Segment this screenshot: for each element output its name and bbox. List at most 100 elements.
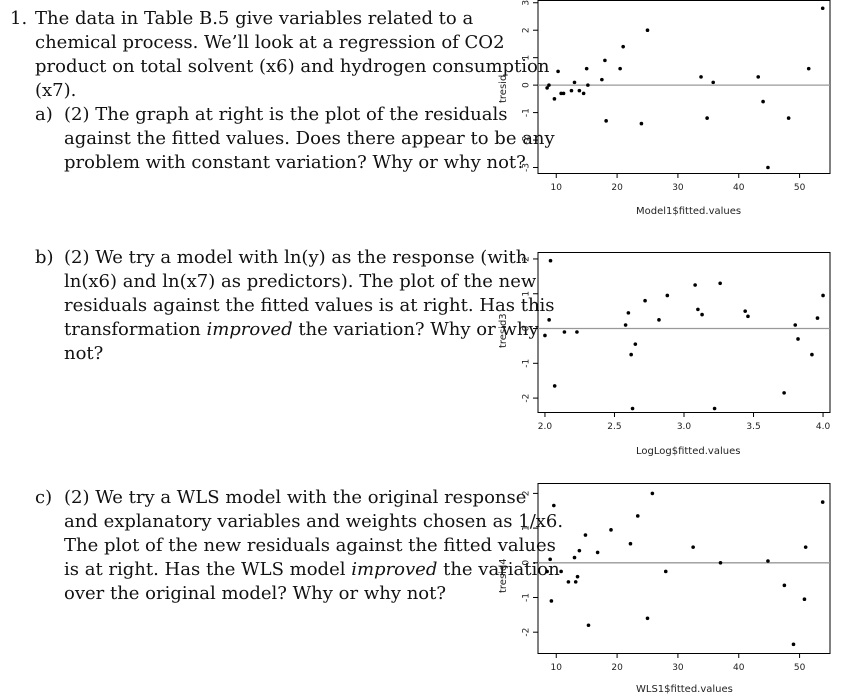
intro-line-4: (x7).: [35, 80, 77, 101]
data-point: [663, 569, 668, 574]
part-a-line-3: problem with constant variation? Why or …: [64, 152, 526, 173]
y-tick-label: 1: [522, 525, 532, 531]
data-point: [791, 642, 796, 647]
part-b-line-5: not?: [64, 343, 104, 364]
x-tick-label: 40: [733, 663, 745, 673]
data-point: [782, 391, 786, 395]
data-point: [552, 503, 556, 508]
data-point: [786, 116, 791, 120]
part-c-line-4-start: is at right. Has the WLS model: [64, 559, 352, 580]
part-b-line-4-start: transformation: [64, 319, 207, 340]
data-point: [595, 550, 600, 555]
part-c-line-1: (2) We try a WLS model with the original…: [64, 487, 527, 508]
data-point: [609, 528, 613, 532]
data-point: [547, 83, 551, 87]
intro-line-3: product on total solvent (x6) and hydrog…: [35, 56, 550, 77]
y-tick-label: -1: [522, 108, 532, 117]
data-point: [815, 316, 820, 320]
data-point: [696, 307, 700, 312]
part-c-line-2: and explanatory variables and weights ch…: [64, 511, 564, 532]
residual-plot-1-svg: -3 -2 -1 0 1 2 3 10 20 30 40 50: [522, 0, 831, 193]
x-tick-label: 3.5: [746, 422, 760, 432]
part-a-label: a): [35, 104, 53, 125]
part-c-line-4: is at right. Has the WLS model improved …: [64, 558, 560, 582]
data-point: [712, 406, 717, 411]
data-point: [665, 293, 670, 298]
x-tick-label: 20: [611, 183, 623, 193]
x-tick-label: 50: [794, 663, 806, 673]
data-point: [691, 545, 695, 549]
x-tick-label: 2.5: [607, 422, 621, 432]
data-point: [650, 491, 655, 496]
x-tick-label: 40: [733, 183, 745, 193]
y-tick-label: 1: [522, 291, 532, 297]
data-point: [552, 97, 557, 101]
data-point: [718, 281, 722, 286]
plot-1-xlabel: Model1$fitted.values: [636, 206, 742, 217]
part-b-line-3: residuals against the fitted values is a…: [64, 295, 555, 316]
data-point: [645, 616, 650, 621]
residual-plot-2-svg: -2 -1 0 1 2 2.0 2.5 3.0 3.5 4.0: [522, 252, 831, 432]
data-point: [633, 342, 638, 346]
data-point: [547, 318, 551, 322]
data-point: [561, 91, 566, 96]
data-point: [623, 323, 628, 327]
x-tick-label: 10: [551, 663, 563, 673]
part-b-line-4: transformation improved the variation? W…: [64, 318, 539, 342]
part-c-line-5: over the original model? Why or why not?: [64, 583, 447, 604]
data-point: [643, 298, 647, 303]
y-tick-label: 3: [522, 0, 532, 6]
part-c-label: c): [35, 487, 53, 508]
data-point: [796, 337, 800, 341]
data-point: [705, 116, 709, 120]
y-tick-label: -1: [522, 593, 532, 602]
x-tick-label: 3.0: [677, 422, 692, 432]
data-point: [635, 514, 640, 518]
part-c-line-3: The plot of the new residuals against th…: [64, 535, 556, 556]
data-point: [583, 533, 588, 537]
data-point: [572, 555, 577, 560]
part-c-emphasis: improved: [351, 559, 438, 580]
intro-line-1: The data in Table B.5 give variables rel…: [35, 8, 474, 29]
part-a-line-1: (2) The graph at right is the plot of th…: [64, 104, 508, 125]
residual-plot-2: -2 -1 0 1 2 2.0 2.5 3.0 3.5 4.0 tresid3 LogLog$fi…: [493, 240, 833, 457]
data-point: [562, 330, 567, 334]
part-b-emphasis: improved: [206, 319, 293, 340]
data-point: [573, 580, 578, 584]
part-c-line-4-end: the variation: [437, 559, 560, 580]
data-point: [699, 75, 703, 79]
residual-plot-3: -2 -1 0 1 2 10 20 30 40 50 tresid4 WLS1$fitted.va…: [493, 483, 833, 695]
y-tick-label: -2: [522, 136, 532, 145]
data-point: [657, 318, 661, 322]
data-point: [545, 86, 549, 90]
data-point: [618, 66, 622, 71]
x-tick-label: 10: [551, 183, 563, 193]
data-point: [577, 88, 582, 93]
part-b-line-4-end: the variation? Why or why: [292, 319, 539, 340]
data-point: [603, 58, 607, 63]
y-tick-label: 2: [522, 256, 532, 262]
data-point: [549, 599, 554, 603]
plot-2-ylabel: tresid3: [498, 313, 509, 348]
y-tick-label: 0: [522, 560, 532, 566]
plot-2-xlabel: LogLog$fitted.values: [636, 446, 741, 457]
data-point: [543, 333, 547, 338]
data-point: [566, 580, 571, 584]
data-point: [806, 66, 811, 71]
data-point: [718, 560, 723, 565]
data-point: [743, 309, 747, 313]
data-point: [803, 545, 808, 549]
data-point: [756, 75, 761, 79]
x-tick-label: 30: [672, 183, 684, 193]
data-point: [556, 69, 560, 74]
data-point: [569, 88, 574, 93]
y-tick-label: -1: [522, 359, 532, 368]
data-point: [621, 44, 625, 49]
plot-frame: [537, 0, 831, 174]
plot-frame: [537, 483, 831, 654]
y-tick-label: 0: [522, 325, 532, 331]
y-tick-label: 0: [522, 82, 532, 88]
data-point: [766, 559, 770, 563]
data-point: [586, 623, 591, 628]
data-point: [577, 548, 582, 553]
